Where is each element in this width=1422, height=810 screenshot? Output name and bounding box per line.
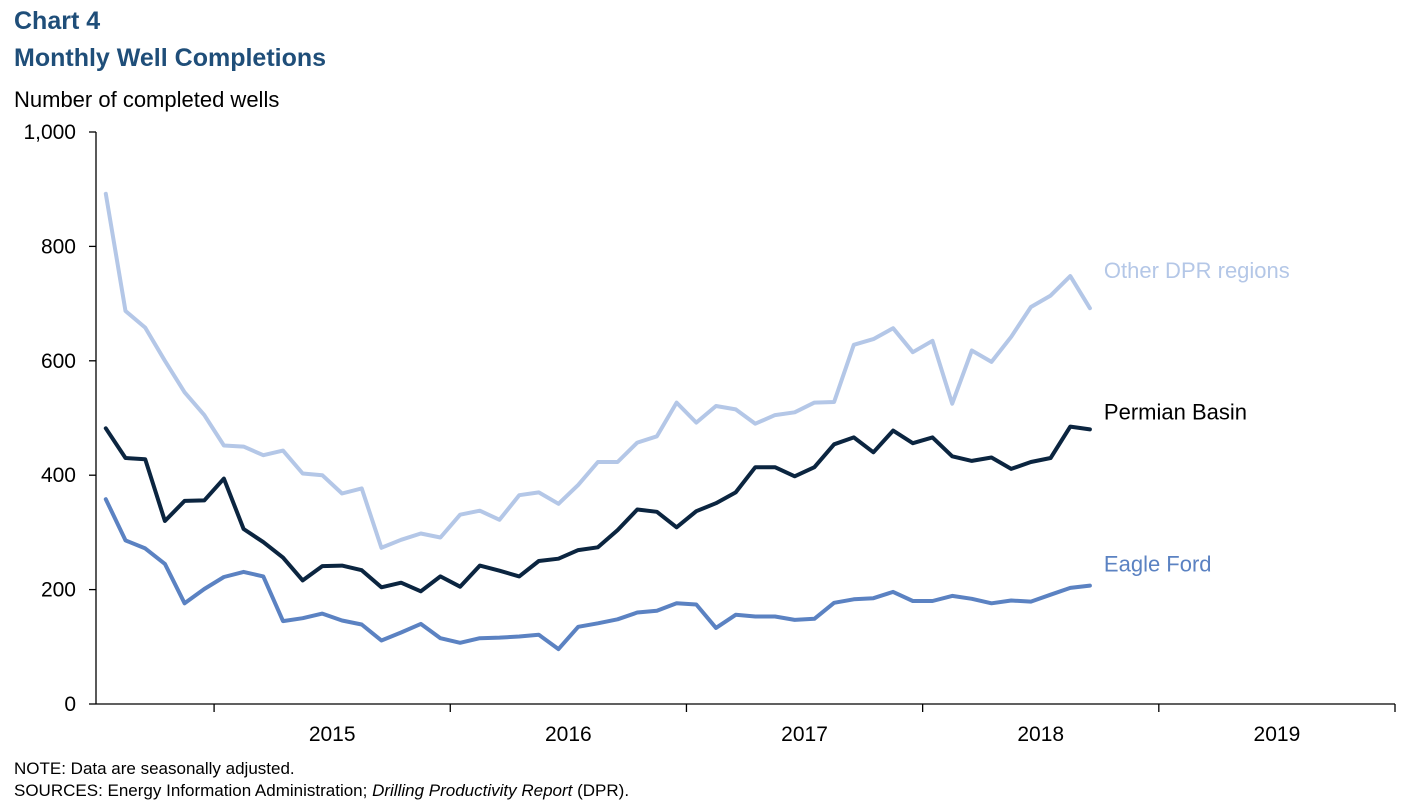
series-labels: Other DPR regions Permian Basin Eagle Ford	[1104, 258, 1290, 576]
x-tick-label: 2016	[545, 723, 592, 746]
series-lines	[103, 191, 1092, 652]
x-axis-ticks: 2015 2016 2017 2018 2019	[213, 704, 1396, 746]
x-tick-label: 2017	[781, 723, 828, 746]
chart-axes	[95, 132, 1395, 705]
y-tick-label: 800	[41, 235, 76, 258]
permian-basin-label: Permian Basin	[1104, 399, 1247, 424]
x-tick-label: 2019	[1254, 723, 1301, 746]
x-tick-label: 2015	[309, 723, 356, 746]
chart-sources: SOURCES: Energy Information Administrati…	[14, 780, 629, 802]
y-tick-label: 400	[41, 464, 76, 487]
chart-title: Monthly Well Completions	[14, 44, 327, 72]
y-tick-label: 600	[41, 350, 76, 373]
other-dpr-regions-label: Other DPR regions	[1104, 258, 1290, 283]
y-axis-ticks: 0 200 400 600 800 1,000	[23, 121, 96, 716]
chart-number: Chart 4	[14, 7, 101, 35]
y-tick-label: 200	[41, 579, 76, 602]
sources-suffix: (DPR).	[572, 781, 630, 800]
chart-note: NOTE: Data are seasonally adjusted.	[14, 759, 295, 778]
y-tick-label: 0	[64, 693, 76, 716]
sources-report-name: Drilling Productivity Report	[372, 781, 573, 800]
y-tick-label: 1,000	[23, 121, 76, 144]
eagle-ford-label: Eagle Ford	[1104, 552, 1212, 577]
sources-prefix: SOURCES: Energy Information Administrati…	[14, 781, 373, 800]
other-dpr-regions-line	[103, 191, 1092, 550]
y-axis-label: Number of completed wells	[14, 87, 280, 112]
permian-basin-line	[103, 424, 1092, 594]
x-tick-label: 2018	[1017, 723, 1064, 746]
eagle-ford-line	[103, 497, 1092, 652]
